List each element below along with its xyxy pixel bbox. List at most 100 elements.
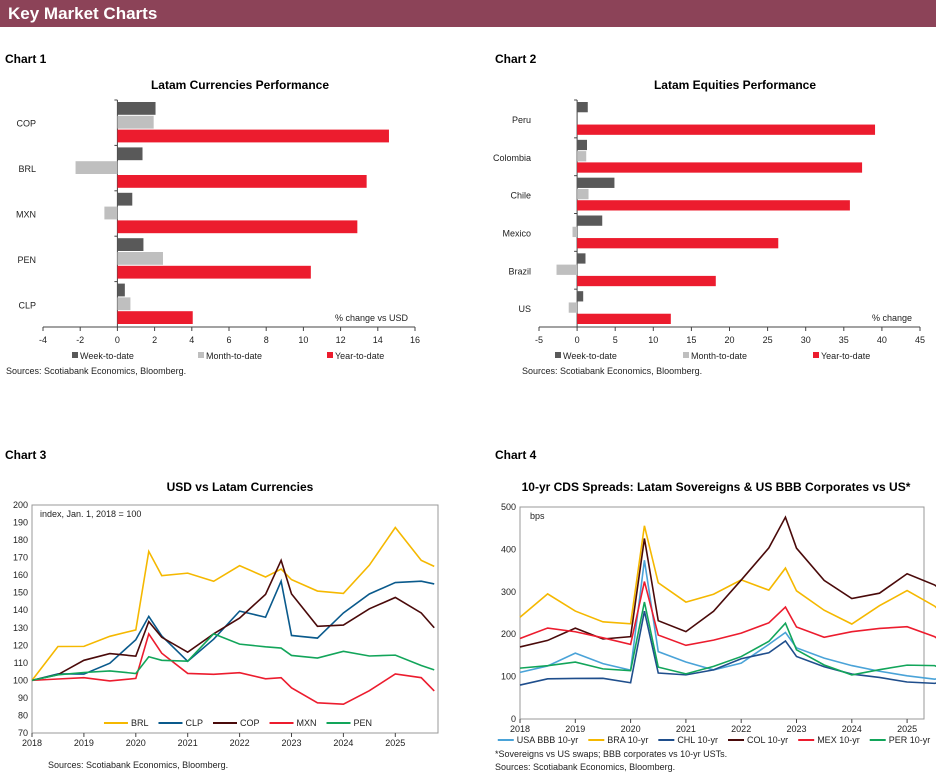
category-label: MXN — [16, 210, 36, 220]
y-tick-label: 140 — [13, 605, 28, 615]
unit-annotation: index, Jan. 1, 2018 = 100 — [40, 509, 141, 519]
y-tick-label: 400 — [501, 544, 516, 554]
x-tick-label: 10 — [648, 335, 658, 345]
y-tick-label: 70 — [18, 728, 28, 738]
bar-year-to-date — [577, 162, 863, 173]
x-tick-label: 4 — [189, 335, 194, 345]
legend-label: PER 10-yr — [889, 735, 931, 745]
category-label: Chile — [510, 191, 531, 201]
y-tick-label: 120 — [13, 640, 28, 650]
chart-2-sources: Sources: Scotiabank Economics, Bloomberg… — [522, 366, 703, 376]
category-label: COP — [16, 119, 36, 129]
bar-week-to-date — [117, 102, 156, 115]
legend-label: Week-to-date — [80, 351, 134, 361]
legend-swatch — [198, 352, 204, 358]
legend-label: MXN — [297, 718, 317, 728]
bar-week-to-date — [577, 177, 615, 188]
series-line-bra-10-yr — [519, 525, 936, 625]
bar-year-to-date — [117, 175, 367, 188]
x-tick-label: 2020 — [126, 738, 146, 748]
legend-label: Year-to-date — [821, 351, 870, 361]
x-tick-label: -4 — [39, 335, 47, 345]
x-tick-label: 20 — [724, 335, 734, 345]
bar-month-to-date — [75, 161, 118, 174]
bar-week-to-date — [577, 253, 586, 264]
page-header: Key Market Charts — [0, 0, 936, 27]
legend-label: Week-to-date — [563, 351, 617, 361]
x-tick-label: 2018 — [22, 738, 42, 748]
legend-label: Month-to-date — [691, 351, 747, 361]
x-tick-label: 2024 — [333, 738, 353, 748]
bar-month-to-date — [572, 226, 578, 238]
chart-3-label: Chart 3 — [5, 448, 47, 462]
y-tick-label: 90 — [18, 693, 28, 703]
chart-2-label: Chart 2 — [495, 52, 537, 66]
legend-label: USA BBB 10-yr — [517, 735, 579, 745]
series-line-clp — [31, 578, 435, 682]
x-tick-label: 2021 — [676, 724, 696, 734]
y-tick-label: 110 — [14, 658, 28, 668]
y-tick-label: 200 — [13, 500, 28, 510]
chart-1-sources: Sources: Scotiabank Economics, Bloomberg… — [6, 366, 187, 376]
chart-4-label: Chart 4 — [495, 448, 537, 462]
series-line-col-10-yr — [519, 515, 936, 648]
bar-week-to-date — [577, 139, 588, 151]
series-line-mxn — [31, 632, 435, 705]
x-tick-label: 2023 — [786, 724, 806, 734]
unit-annotation: % change vs USD — [335, 313, 409, 323]
bar-month-to-date — [117, 297, 131, 311]
x-tick-label: 40 — [877, 335, 887, 345]
series-line-chl-10-yr — [519, 611, 936, 686]
x-tick-label: 2022 — [230, 738, 250, 748]
category-label: BRL — [18, 164, 36, 174]
bar-year-to-date — [117, 129, 389, 143]
y-tick-label: 160 — [13, 570, 28, 580]
legend-label: BRL — [131, 718, 149, 728]
bar-month-to-date — [556, 264, 578, 275]
chart-4-footnote: *Sovereigns vs US swaps; BBB corporates … — [495, 749, 728, 759]
y-tick-label: 300 — [501, 587, 516, 597]
x-tick-label: 12 — [336, 335, 346, 345]
bar-month-to-date — [577, 188, 589, 200]
x-tick-label: 2019 — [565, 724, 585, 734]
y-tick-label: 150 — [13, 588, 28, 598]
x-tick-label: 2 — [152, 335, 157, 345]
bar-month-to-date — [568, 302, 578, 313]
chart-4-title: 10-yr CDS Spreads: Latam Sovereigns & US… — [521, 480, 911, 494]
bar-week-to-date — [117, 283, 125, 297]
bar-week-to-date — [117, 238, 144, 251]
unit-annotation: % change — [872, 313, 912, 323]
x-tick-label: 35 — [839, 335, 849, 345]
bar-week-to-date — [577, 291, 584, 302]
bar-year-to-date — [577, 275, 716, 287]
bar-year-to-date — [577, 200, 850, 211]
legend-swatch — [813, 352, 819, 358]
bar-year-to-date — [577, 124, 876, 135]
legend-swatch — [327, 352, 333, 358]
category-label: Colombia — [493, 153, 531, 163]
category-label: Mexico — [502, 228, 531, 238]
x-tick-label: 30 — [801, 335, 811, 345]
unit-annotation: bps — [530, 511, 545, 521]
x-tick-label: 2019 — [74, 738, 94, 748]
bar-month-to-date — [117, 252, 163, 265]
x-tick-label: 10 — [298, 335, 308, 345]
legend-label: PEN — [354, 718, 373, 728]
bar-year-to-date — [117, 265, 311, 279]
bar-week-to-date — [577, 102, 588, 113]
y-tick-label: 130 — [13, 623, 28, 633]
x-tick-label: 6 — [226, 335, 231, 345]
chart-1-title: Latam Currencies Performance — [150, 78, 330, 92]
series-line-mex-10-yr — [519, 581, 936, 647]
bar-month-to-date — [577, 151, 587, 162]
chart-1-label: Chart 1 — [5, 52, 47, 66]
x-tick-label: 0 — [115, 335, 120, 345]
bar-year-to-date — [117, 220, 358, 234]
legend-label: Month-to-date — [206, 351, 262, 361]
legend-label: MEX 10-yr — [817, 735, 860, 745]
x-tick-label: -5 — [535, 335, 543, 345]
x-tick-label: 0 — [575, 335, 580, 345]
x-tick-label: -2 — [76, 335, 84, 345]
series-line-usa-bbb-10-yr — [519, 560, 936, 680]
legend-swatch — [683, 352, 689, 358]
